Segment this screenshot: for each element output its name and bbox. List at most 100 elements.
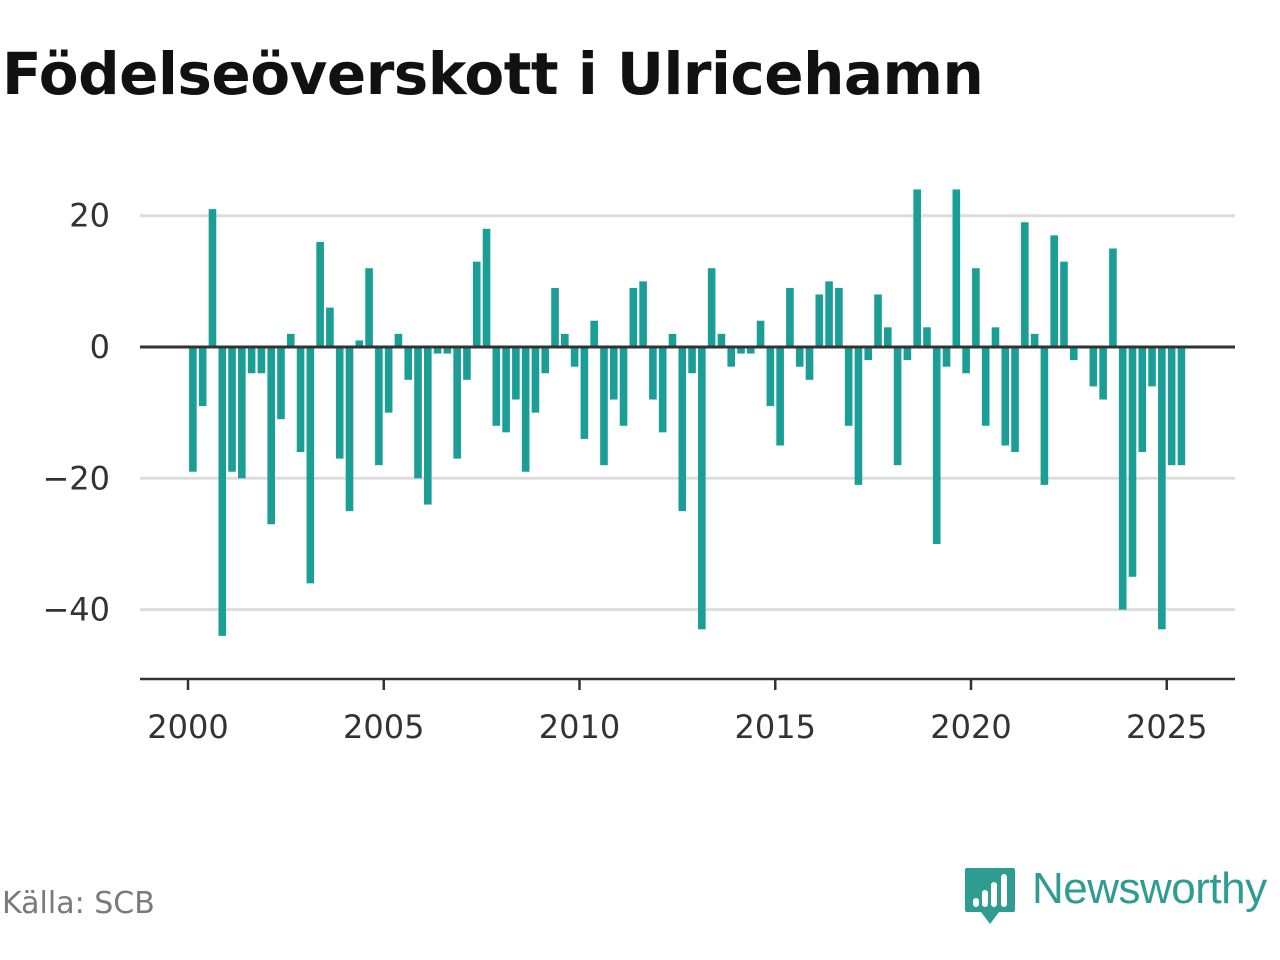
x-tick-label: 2015 [735, 708, 816, 746]
bar [658, 347, 667, 433]
y-tick-label: −40 [42, 591, 110, 629]
bar [541, 347, 550, 374]
bar [639, 281, 647, 347]
bar [1109, 248, 1117, 347]
bar [463, 347, 471, 380]
bar [1177, 347, 1186, 466]
bar [502, 347, 510, 433]
bar [1050, 235, 1058, 347]
bar [688, 347, 696, 374]
bar [629, 287, 638, 347]
bar [355, 340, 364, 347]
bar [942, 347, 951, 367]
bar [1040, 347, 1049, 485]
bar [1158, 347, 1166, 630]
gridlines [140, 214, 1235, 612]
x-tick-label: 2025 [1126, 708, 1207, 746]
bar [923, 327, 931, 347]
bar [1069, 347, 1078, 361]
bar [492, 347, 501, 426]
bars [189, 189, 1186, 636]
bar [335, 347, 344, 459]
bar [198, 347, 207, 407]
bar [981, 347, 990, 426]
bar [815, 294, 824, 347]
bar [932, 347, 941, 544]
bar [619, 347, 628, 426]
bar [580, 347, 589, 439]
bar [1128, 347, 1137, 577]
bar [874, 294, 882, 347]
bar [521, 347, 530, 472]
bar [835, 287, 843, 347]
bar [884, 327, 892, 347]
bar [326, 307, 334, 347]
bar [1148, 347, 1156, 387]
brand-logo: Newsworthy [964, 866, 1267, 926]
bar [238, 347, 246, 479]
bar [825, 281, 833, 347]
bar [746, 347, 755, 354]
bar [423, 347, 432, 505]
bar [991, 327, 1000, 347]
bar [913, 189, 921, 347]
bar [561, 333, 569, 347]
bar [1011, 347, 1019, 453]
bar [972, 268, 980, 347]
bar [717, 333, 726, 347]
bar [404, 347, 413, 380]
bar [306, 347, 315, 584]
bar [854, 347, 863, 485]
bar [1030, 333, 1039, 347]
bar [698, 347, 706, 630]
bar [893, 347, 902, 466]
y-tick-label: −20 [42, 459, 110, 497]
bar [482, 228, 491, 347]
x-tick-label: 2005 [343, 708, 424, 746]
bar [296, 347, 305, 453]
bar [218, 347, 227, 636]
bar [512, 347, 520, 400]
bar [795, 347, 804, 367]
bar [1021, 222, 1029, 347]
bar [1099, 347, 1107, 400]
bar [707, 268, 716, 347]
bar [208, 209, 217, 347]
bar [384, 347, 393, 413]
bar [609, 347, 618, 400]
bar [962, 347, 970, 374]
bar [247, 347, 256, 374]
bar [316, 241, 324, 347]
bar [756, 320, 765, 347]
bar [952, 189, 961, 347]
bar [1138, 347, 1147, 453]
x-tick-label: 2000 [147, 708, 228, 746]
bar [189, 347, 197, 472]
bar [776, 347, 784, 446]
bar [443, 347, 452, 354]
bar [531, 347, 540, 413]
bar [277, 347, 285, 420]
y-tick-label: 0 [90, 328, 110, 366]
bar [678, 347, 687, 512]
bar [737, 347, 745, 354]
bar [551, 287, 559, 347]
tick-labels: 20 0 −20 −40 2000 2005 2010 2015 2020 2025 [42, 197, 1207, 746]
bar [668, 333, 677, 347]
bar [365, 268, 373, 347]
bar [453, 347, 461, 459]
bar [1089, 347, 1098, 387]
bar [228, 347, 236, 472]
bar [1167, 347, 1176, 466]
bar [1001, 347, 1010, 446]
x-tick-label: 2010 [539, 708, 620, 746]
axes [140, 345, 1235, 690]
newsworthy-chart-icon [965, 868, 1015, 924]
bar [727, 347, 736, 367]
bar [766, 347, 775, 407]
bar [1060, 261, 1068, 347]
bar [472, 261, 481, 347]
bar [257, 347, 266, 374]
bar [903, 347, 912, 361]
